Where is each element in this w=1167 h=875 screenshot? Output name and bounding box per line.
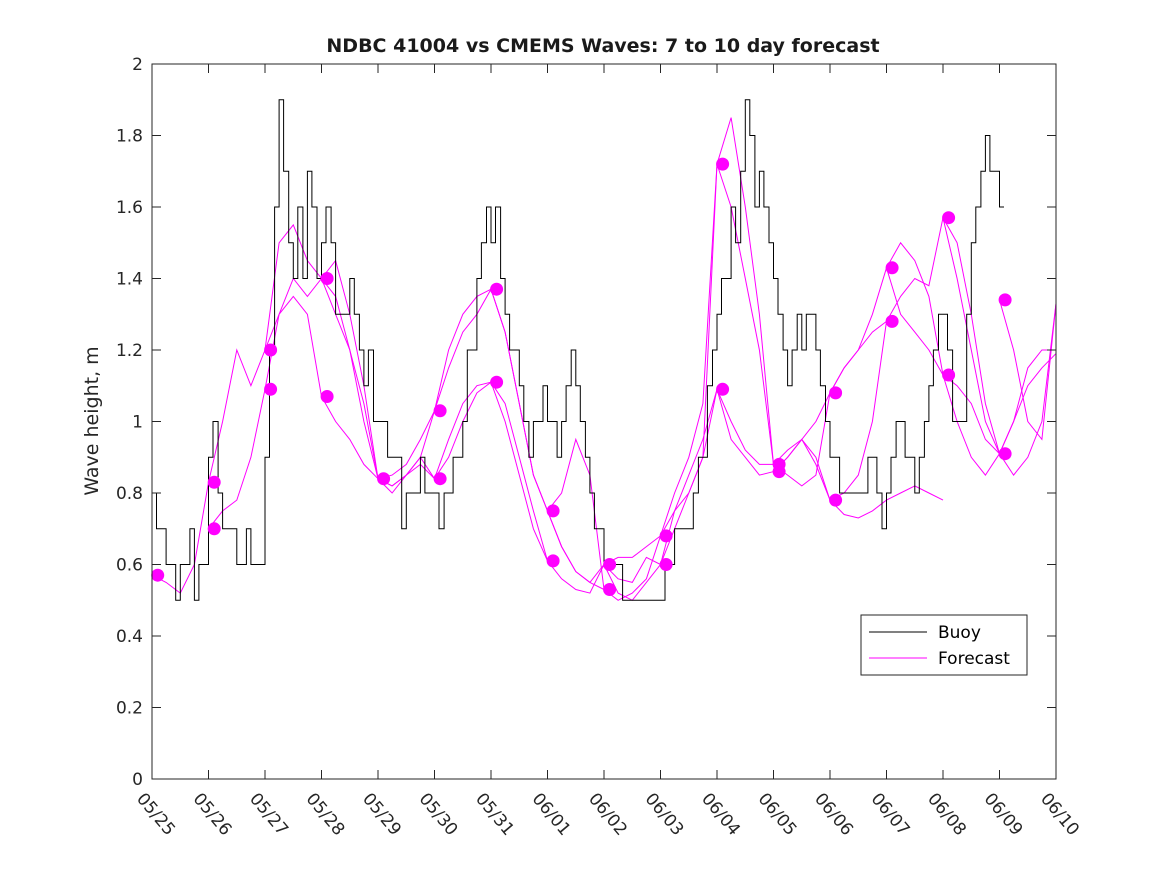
y-tick-label: 0.8 xyxy=(116,484,143,504)
forecast-marker xyxy=(659,529,673,543)
y-tick-label: 1.8 xyxy=(116,127,143,147)
y-tick-label: 1.4 xyxy=(116,270,143,290)
forecast-marker xyxy=(603,583,617,596)
chart-title: NDBC 41004 vs CMEMS Waves: 7 to 10 day f… xyxy=(326,35,879,57)
forecast-marker xyxy=(320,390,334,403)
forecast-marker xyxy=(716,157,730,171)
forecast-marker xyxy=(207,522,221,536)
forecast-line-13 xyxy=(886,267,1056,455)
y-tick-label: 1 xyxy=(132,413,143,433)
forecast-marker xyxy=(772,465,786,479)
forecast-marker xyxy=(942,211,956,225)
y-tick-label: 0.2 xyxy=(116,699,143,719)
forecast-marker xyxy=(659,558,673,571)
y-axis-label: Wave height, m xyxy=(81,346,103,495)
forecast-marker xyxy=(885,314,899,328)
y-tick-label: 0.4 xyxy=(116,627,143,647)
forecast-marker xyxy=(377,472,391,486)
forecast-marker xyxy=(207,475,221,489)
y-axis: 0 0.2 0.4 0.6 0.8 1 1.2 1.4 1.6 1.8 2 xyxy=(116,55,1056,790)
forecast-marker xyxy=(264,343,278,357)
forecast-marker xyxy=(490,375,504,389)
forecast-marker xyxy=(320,272,334,285)
forecast-marker xyxy=(151,568,165,582)
forecast-marker xyxy=(885,261,899,275)
buoy-line xyxy=(152,99,1004,601)
forecast-marker xyxy=(490,282,504,296)
forecast-marker xyxy=(942,368,956,382)
y-tick-label: 1.6 xyxy=(116,198,143,218)
forecast-marker xyxy=(264,382,278,396)
y-tick-label: 0 xyxy=(132,770,143,790)
legend-buoy-label: Buoy xyxy=(938,623,981,643)
y-tick-label: 2 xyxy=(132,55,143,75)
legend-box xyxy=(860,614,1028,676)
forecast-marker xyxy=(716,382,730,396)
forecast-marker xyxy=(546,504,560,518)
forecast-marker xyxy=(829,493,843,507)
forecast-marker xyxy=(829,386,843,400)
y-tick-label: 1.2 xyxy=(116,341,143,361)
forecast-marker xyxy=(433,472,447,486)
forecast-line-15 xyxy=(999,299,1056,441)
forecast-marker xyxy=(998,293,1012,307)
legend-forecast-label: Forecast xyxy=(938,649,1010,669)
forecast-marker xyxy=(433,404,447,418)
marker-layer xyxy=(151,157,1012,596)
y-tick-label: 0.6 xyxy=(116,556,143,576)
forecast-marker xyxy=(603,558,617,571)
forecast-marker xyxy=(998,447,1012,461)
forecast-marker xyxy=(546,554,560,568)
legend: Buoy Forecast xyxy=(860,614,1028,676)
